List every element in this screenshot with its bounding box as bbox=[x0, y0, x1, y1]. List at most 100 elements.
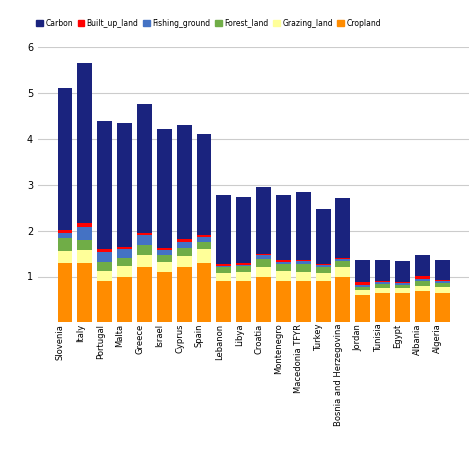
Bar bbox=[375, 260, 390, 281]
Bar bbox=[375, 288, 390, 292]
Bar bbox=[336, 261, 350, 267]
Bar bbox=[177, 256, 191, 267]
Bar bbox=[216, 195, 231, 264]
Bar bbox=[395, 282, 410, 283]
Bar bbox=[296, 261, 310, 264]
Bar bbox=[356, 260, 370, 283]
Bar bbox=[57, 251, 73, 263]
Bar bbox=[296, 260, 310, 261]
Bar bbox=[157, 128, 172, 247]
Bar bbox=[177, 242, 191, 248]
Bar bbox=[336, 259, 350, 261]
Bar bbox=[256, 267, 271, 276]
Bar bbox=[435, 287, 450, 292]
Bar bbox=[57, 238, 73, 251]
Bar bbox=[336, 198, 350, 258]
Bar bbox=[316, 267, 330, 273]
Bar bbox=[256, 255, 271, 259]
Bar bbox=[97, 281, 112, 322]
Bar bbox=[157, 262, 172, 272]
Bar bbox=[435, 280, 450, 281]
Bar bbox=[435, 283, 450, 287]
Bar bbox=[276, 195, 291, 261]
Bar bbox=[117, 266, 132, 276]
Bar bbox=[435, 281, 450, 283]
Bar bbox=[77, 250, 92, 263]
Bar bbox=[375, 282, 390, 284]
Bar bbox=[77, 240, 92, 250]
Bar bbox=[177, 248, 191, 256]
Bar bbox=[97, 262, 112, 271]
Bar bbox=[157, 255, 172, 262]
Bar bbox=[57, 263, 73, 322]
Bar bbox=[137, 246, 152, 255]
Legend: Carbon, Built_up_land, Fishing_ground, Forest_land, Grazing_land, Cropland: Carbon, Built_up_land, Fishing_ground, F… bbox=[33, 16, 384, 31]
Bar bbox=[77, 227, 92, 240]
Bar bbox=[117, 276, 132, 322]
Bar bbox=[256, 259, 271, 267]
Bar bbox=[137, 233, 152, 235]
Bar bbox=[236, 263, 251, 264]
Bar bbox=[157, 247, 172, 250]
Bar bbox=[316, 273, 330, 281]
Bar bbox=[316, 265, 330, 267]
Bar bbox=[137, 235, 152, 246]
Bar bbox=[356, 295, 370, 322]
Bar bbox=[356, 283, 370, 285]
Bar bbox=[197, 134, 211, 235]
Bar bbox=[356, 285, 370, 287]
Bar bbox=[216, 265, 231, 267]
Bar bbox=[435, 261, 450, 280]
Bar bbox=[177, 125, 191, 239]
Bar bbox=[415, 286, 430, 291]
Bar bbox=[77, 223, 92, 227]
Bar bbox=[435, 292, 450, 322]
Bar bbox=[256, 276, 271, 322]
Bar bbox=[375, 281, 390, 282]
Bar bbox=[256, 187, 271, 254]
Bar bbox=[316, 209, 330, 264]
Bar bbox=[395, 292, 410, 322]
Bar bbox=[97, 249, 112, 252]
Bar bbox=[97, 271, 112, 281]
Bar bbox=[276, 261, 291, 262]
Bar bbox=[117, 249, 132, 258]
Bar bbox=[296, 192, 310, 260]
Bar bbox=[375, 292, 390, 322]
Bar bbox=[236, 197, 251, 263]
Bar bbox=[137, 104, 152, 233]
Bar bbox=[197, 235, 211, 237]
Bar bbox=[415, 281, 430, 286]
Bar bbox=[296, 272, 310, 281]
Bar bbox=[375, 284, 390, 288]
Bar bbox=[216, 281, 231, 322]
Bar bbox=[415, 291, 430, 322]
Bar bbox=[256, 254, 271, 255]
Bar bbox=[197, 242, 211, 249]
Bar bbox=[296, 281, 310, 322]
Bar bbox=[336, 267, 350, 276]
Bar bbox=[137, 255, 152, 267]
Bar bbox=[395, 283, 410, 285]
Bar bbox=[177, 239, 191, 242]
Bar bbox=[395, 285, 410, 288]
Bar bbox=[395, 261, 410, 282]
Bar bbox=[276, 271, 291, 281]
Bar bbox=[236, 266, 251, 272]
Bar bbox=[97, 252, 112, 262]
Bar bbox=[236, 264, 251, 266]
Bar bbox=[177, 267, 191, 322]
Bar bbox=[97, 121, 112, 249]
Bar bbox=[236, 281, 251, 322]
Bar bbox=[57, 230, 73, 233]
Bar bbox=[415, 275, 430, 279]
Bar bbox=[316, 281, 330, 322]
Bar bbox=[336, 258, 350, 259]
Bar bbox=[117, 258, 132, 266]
Bar bbox=[216, 273, 231, 281]
Bar bbox=[236, 272, 251, 281]
Bar bbox=[77, 263, 92, 322]
Bar bbox=[197, 249, 211, 263]
Bar bbox=[57, 233, 73, 238]
Bar bbox=[117, 123, 132, 247]
